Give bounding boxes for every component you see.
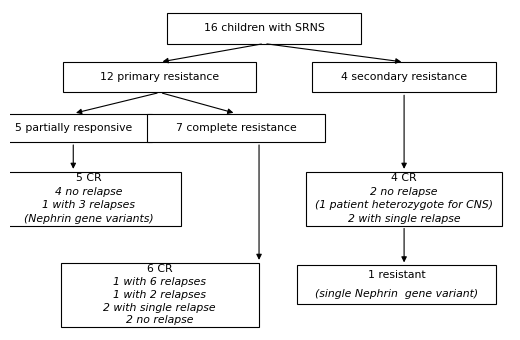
Text: 5 CR: 5 CR bbox=[76, 173, 101, 184]
Text: 12 primary resistance: 12 primary resistance bbox=[100, 72, 219, 82]
FancyBboxPatch shape bbox=[60, 263, 259, 327]
Text: 4 no relapse: 4 no relapse bbox=[55, 187, 122, 197]
FancyBboxPatch shape bbox=[167, 13, 361, 44]
Text: 6 CR: 6 CR bbox=[147, 264, 173, 274]
Text: 7 complete resistance: 7 complete resistance bbox=[176, 123, 296, 133]
FancyBboxPatch shape bbox=[63, 62, 256, 92]
FancyBboxPatch shape bbox=[147, 114, 325, 142]
Text: 1 resistant: 1 resistant bbox=[368, 270, 425, 280]
Text: 1 with 6 relapses: 1 with 6 relapses bbox=[113, 277, 206, 287]
Text: (1 patient heterozygote for CNS): (1 patient heterozygote for CNS) bbox=[315, 200, 493, 210]
Text: (single Nephrin  gene variant): (single Nephrin gene variant) bbox=[315, 289, 478, 299]
FancyBboxPatch shape bbox=[297, 265, 496, 304]
Text: 16 children with SRNS: 16 children with SRNS bbox=[204, 23, 324, 33]
FancyBboxPatch shape bbox=[313, 62, 496, 92]
Text: 4 secondary resistance: 4 secondary resistance bbox=[341, 72, 467, 82]
Text: 1 with 2 relapses: 1 with 2 relapses bbox=[113, 290, 206, 300]
Text: 2 with single relapse: 2 with single relapse bbox=[103, 303, 216, 312]
Text: 4 CR: 4 CR bbox=[391, 173, 417, 184]
Text: (Nephrin gene variants): (Nephrin gene variants) bbox=[24, 214, 153, 224]
Text: 2 no relapse: 2 no relapse bbox=[370, 187, 438, 197]
Text: 2 with single relapse: 2 with single relapse bbox=[348, 214, 460, 224]
Text: 5 partially responsive: 5 partially responsive bbox=[15, 123, 132, 133]
FancyBboxPatch shape bbox=[0, 172, 181, 226]
Text: 1 with 3 relapses: 1 with 3 relapses bbox=[42, 200, 135, 210]
FancyBboxPatch shape bbox=[306, 172, 502, 226]
FancyBboxPatch shape bbox=[0, 114, 152, 142]
Text: 2 no relapse: 2 no relapse bbox=[126, 316, 193, 325]
